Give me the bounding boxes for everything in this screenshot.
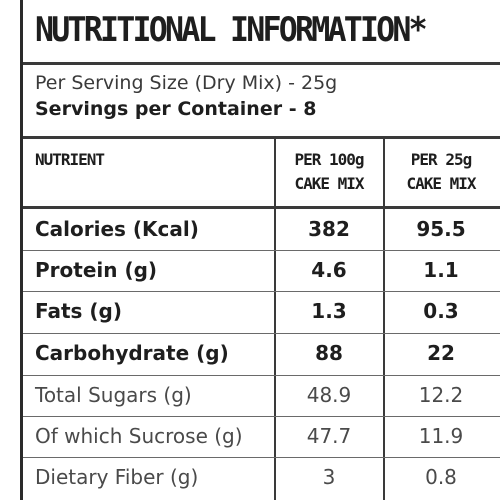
header-rule [23, 206, 500, 209]
value-per-25g: 1.1 [423, 258, 459, 282]
nutrient-name: Total Sugars (g) [35, 383, 192, 407]
row-protein: Protein (g) 4.6 1.1 [23, 250, 500, 292]
value-per-25g: 0.8 [425, 465, 457, 489]
value-per-100g: 3 [322, 465, 336, 489]
nutrient-header: NUTRIENT [35, 148, 105, 172]
nutrient-name: Dietary Fiber (g) [35, 465, 199, 489]
row-separator [23, 291, 500, 292]
per100-header: PER 100g CAKE MIX [276, 148, 382, 196]
value-per-25g: 0.3 [423, 299, 459, 323]
label-title: NUTRITIONAL INFORMATION* [35, 10, 428, 50]
per100-header-line1: PER 100g [294, 150, 364, 169]
row-separator [23, 416, 500, 417]
row-calories: Calories (Kcal) 382 95.5 [23, 209, 500, 251]
value-per-25g: 11.9 [418, 424, 464, 448]
per100-header-line2: CAKE MIX [294, 174, 364, 193]
column-divider-1 [274, 138, 276, 500]
nutrient-name: Carbohydrate (g) [35, 341, 229, 365]
value-per-100g: 382 [308, 217, 350, 241]
nutrient-name: Of which Sucrose (g) [35, 424, 243, 448]
value-per-25g: 95.5 [416, 217, 466, 241]
servings-per-container: Servings per Container - 8 [35, 98, 317, 120]
row-total-sugars: Total Sugars (g) 48.9 12.2 [23, 375, 500, 417]
per25-header: PER 25g CAKE MIX [385, 148, 497, 196]
value-per-100g: 48.9 [306, 383, 352, 407]
value-per-100g: 47.7 [306, 424, 352, 448]
row-separator [23, 375, 500, 376]
value-per-100g: 4.6 [311, 258, 347, 282]
serving-rule [23, 136, 500, 139]
row-separator [23, 457, 500, 458]
value-per-25g: 12.2 [418, 383, 464, 407]
title-rule [23, 62, 500, 65]
per25-header-line2: CAKE MIX [406, 174, 476, 193]
row-separator [23, 250, 500, 251]
column-divider-2 [383, 138, 385, 500]
serving-size: Per Serving Size (Dry Mix) - 25g [35, 72, 338, 94]
nutrient-name: Calories (Kcal) [35, 217, 199, 241]
value-per-100g: 1.3 [311, 299, 347, 323]
nutrient-name: Fats (g) [35, 299, 123, 323]
row-separator [23, 333, 500, 334]
per25-header-line1: PER 25g [410, 150, 472, 169]
value-per-100g: 88 [315, 341, 343, 365]
row-carbohydrate: Carbohydrate (g) 88 22 [23, 333, 500, 375]
row-dietary-fiber: Dietary Fiber (g) 3 0.8 [23, 457, 500, 499]
nutrition-label: NUTRITIONAL INFORMATION* Per Serving Siz… [20, 0, 500, 500]
row-sucrose: Of which Sucrose (g) 47.7 11.9 [23, 416, 500, 458]
row-fats: Fats (g) 1.3 0.3 [23, 291, 500, 333]
nutrient-header-text: NUTRIENT [35, 150, 105, 169]
value-per-25g: 22 [427, 341, 455, 365]
nutrient-name: Protein (g) [35, 258, 158, 282]
